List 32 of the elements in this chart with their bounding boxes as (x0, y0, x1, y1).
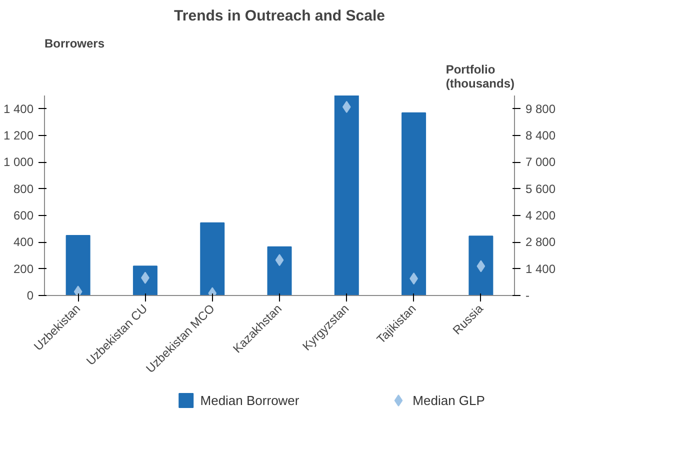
y2-tick-label: 4 200 (526, 208, 556, 222)
point (275, 254, 284, 266)
y2-tick-label: 9 800 (526, 102, 556, 116)
bar (334, 96, 359, 296)
chart-title: Trends in Outreach and Scale (174, 8, 385, 24)
point (342, 100, 351, 113)
y-tick-label: 1 000 (3, 155, 34, 170)
y-tick-label: 400 (13, 235, 34, 250)
y-tick-label: 600 (13, 208, 34, 222)
legend-label: Median GLP (412, 393, 485, 408)
bar (402, 112, 426, 296)
bar (468, 236, 494, 296)
y-tick-label: 200 (13, 262, 34, 276)
y-axis-title: Borrowers (44, 36, 105, 50)
y2-tick-label: - (526, 288, 530, 302)
y2-tick-label: 8 400 (526, 128, 556, 142)
y-tick-label: 800 (13, 182, 34, 196)
y2-axis-title: Portfolio (thousands) (446, 62, 515, 90)
y-tick-label: 1 400 (3, 102, 34, 116)
y2-tick-label: 5 600 (526, 182, 556, 196)
bar (200, 222, 225, 296)
legend-label: Median Borrower (200, 393, 300, 408)
point (74, 286, 82, 296)
point (476, 260, 486, 272)
bar (132, 266, 158, 296)
y-tick-label: 1 200 (3, 128, 34, 142)
y-tick-label: 0 (26, 288, 34, 302)
bar (66, 235, 90, 296)
y2-tick-label: 1 400 (526, 262, 556, 276)
y2-tick-label: 2 800 (526, 235, 556, 250)
y2-tick-label: 7 000 (526, 155, 556, 170)
bar (267, 246, 292, 296)
